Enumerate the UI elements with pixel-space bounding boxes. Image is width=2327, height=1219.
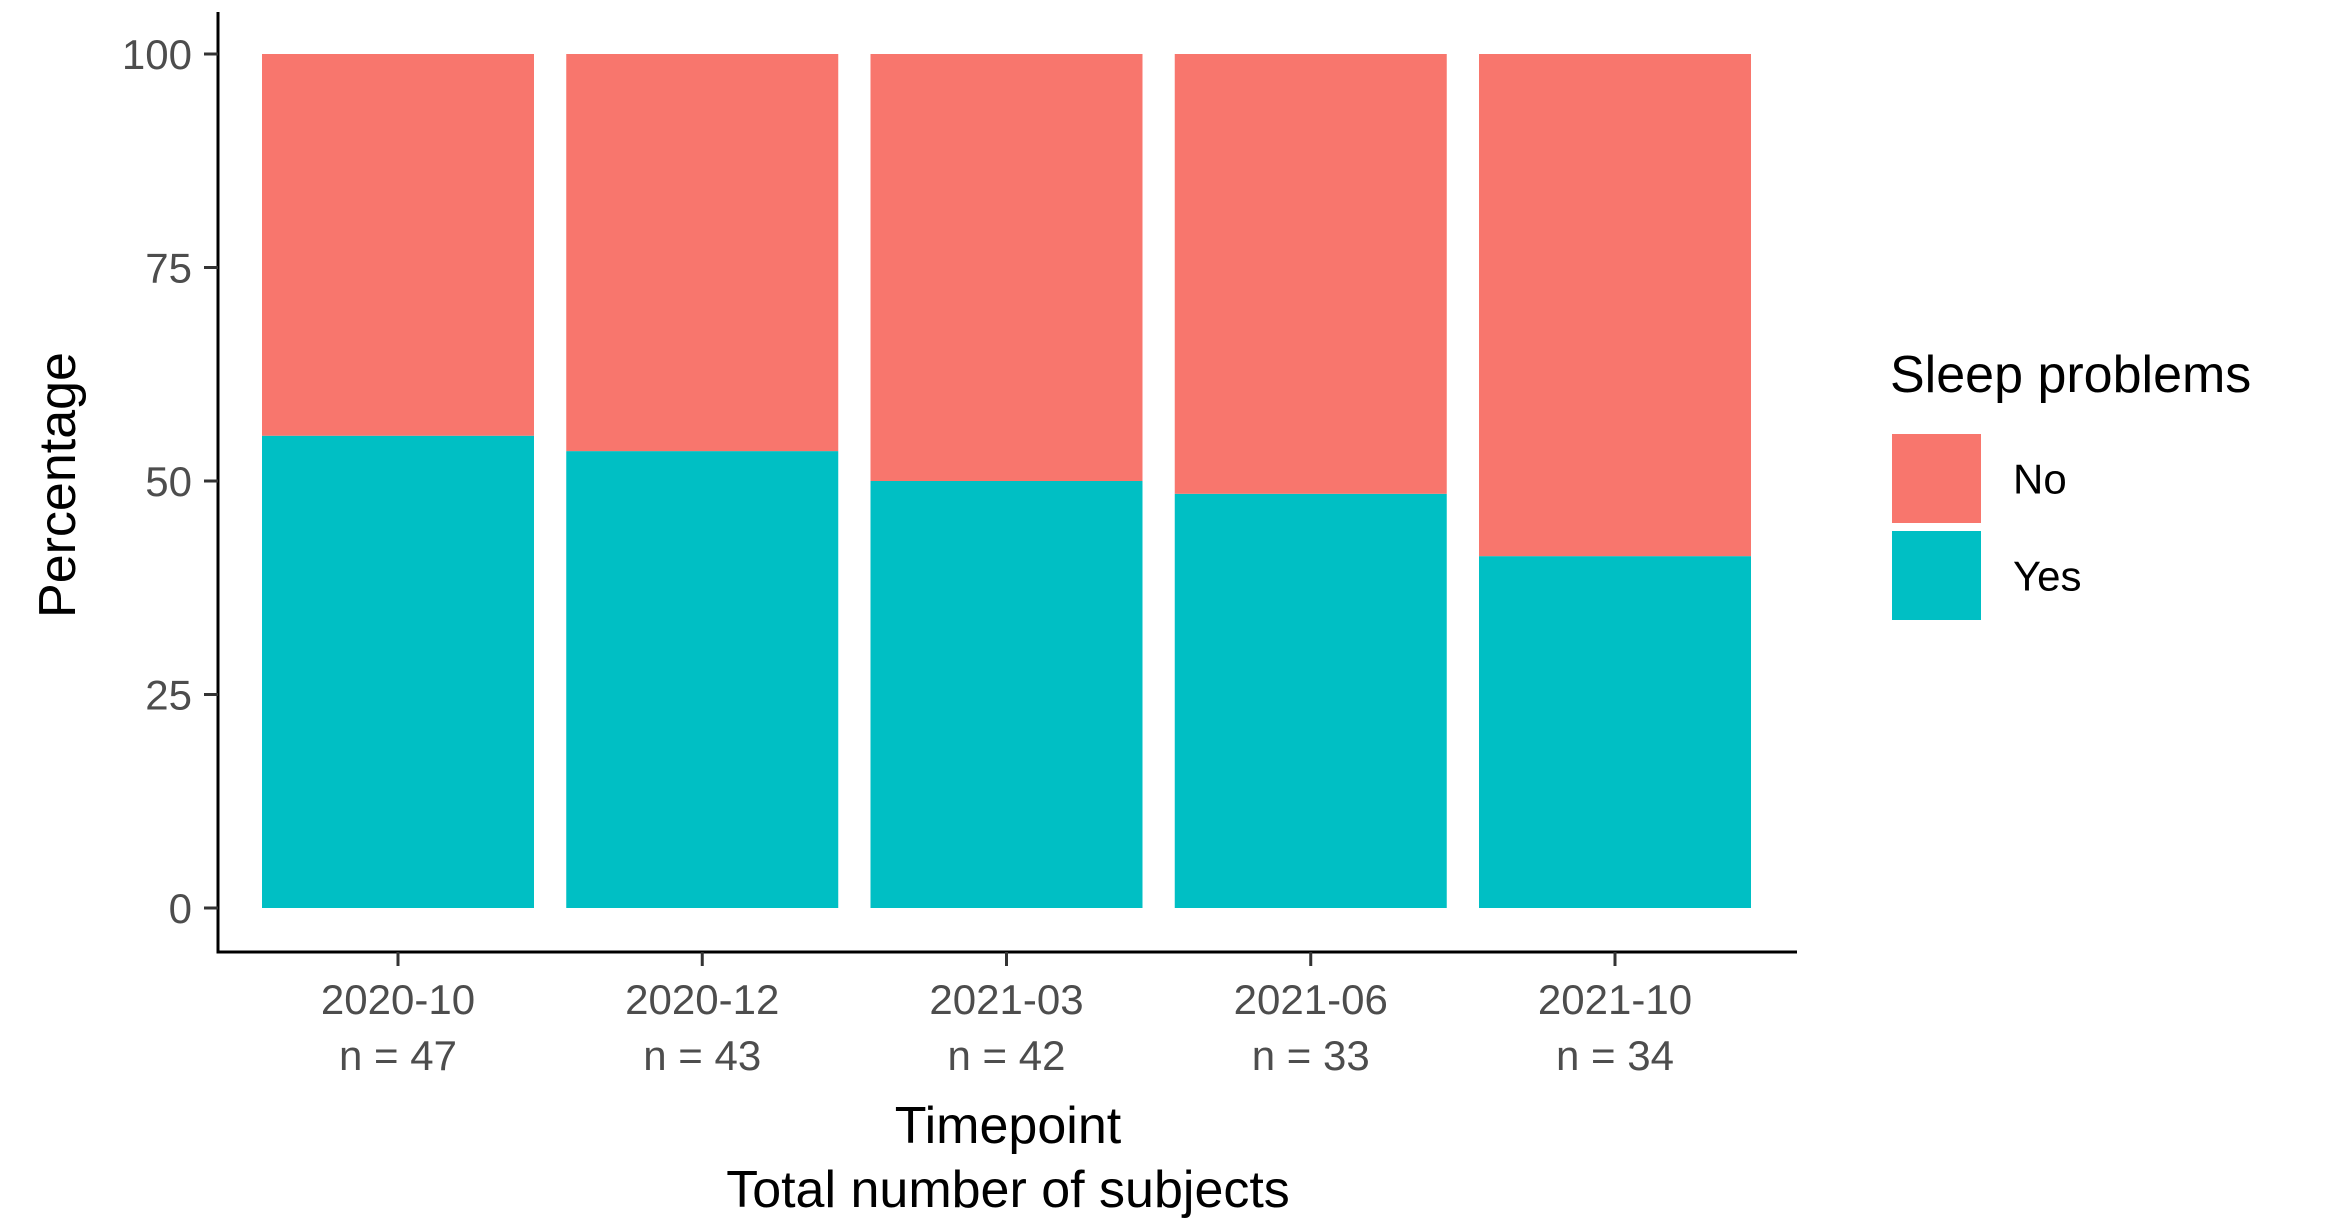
x-axis-title: Timepoint — [895, 1097, 1122, 1155]
x-tick-label-2020-12: 2020-12 — [625, 976, 779, 1023]
x-axis: 2020-10 n = 47 2020-12 n = 43 2021-03 n = 42 2… — [216, 950, 1797, 1079]
x-axis-subtitle: Total number of subjects — [726, 1161, 1290, 1219]
bar-yes-2021-10 — [1479, 556, 1751, 908]
bar-no-2020-12 — [566, 54, 839, 452]
legend-key-no — [1892, 434, 1981, 523]
y-tick-label-75: 75 — [145, 245, 192, 292]
x-tick-sublabel-2020-10: n = 47 — [339, 1032, 457, 1079]
x-tick-label-2021-10: 2021-10 — [1538, 976, 1692, 1023]
x-tick-sublabel-2021-10: n = 34 — [1556, 1032, 1674, 1079]
y-axis: 0 25 50 75 100 — [122, 12, 220, 954]
x-tick-sublabel-2021-06: n = 33 — [1252, 1032, 1370, 1079]
legend: Sleep problems No Yes — [1890, 346, 2251, 620]
x-tick-label-2021-06: 2021-06 — [1234, 976, 1388, 1023]
x-tick-label-2020-10: 2020-10 — [321, 976, 475, 1023]
y-tick-label-100: 100 — [122, 31, 192, 78]
legend-key-yes — [1892, 531, 1981, 620]
y-axis-title: Percentage — [29, 352, 87, 618]
legend-label-yes: Yes — [2013, 553, 2082, 600]
x-tick-sublabel-2020-12: n = 43 — [643, 1032, 761, 1079]
bar-yes-2021-06 — [1174, 493, 1447, 908]
bar-no-2021-10 — [1479, 54, 1751, 557]
bar-no-2020-10 — [262, 54, 534, 436]
bar-yes-2020-12 — [566, 451, 839, 908]
x-tick-sublabel-2021-03: n = 42 — [948, 1032, 1066, 1079]
bar-yes-2021-03 — [870, 481, 1143, 908]
legend-title: Sleep problems — [1890, 346, 2251, 404]
y-tick-label-50: 50 — [145, 458, 192, 505]
bar-yes-2020-10 — [262, 435, 534, 908]
y-tick-label-0: 0 — [169, 885, 192, 932]
bar-no-2021-06 — [1174, 54, 1447, 494]
y-tick-label-25: 25 — [145, 672, 192, 719]
legend-label-no: No — [2013, 456, 2067, 503]
bar-no-2021-03 — [870, 54, 1143, 481]
plot-area — [262, 54, 1751, 908]
x-tick-label-2021-03: 2021-03 — [929, 976, 1083, 1023]
